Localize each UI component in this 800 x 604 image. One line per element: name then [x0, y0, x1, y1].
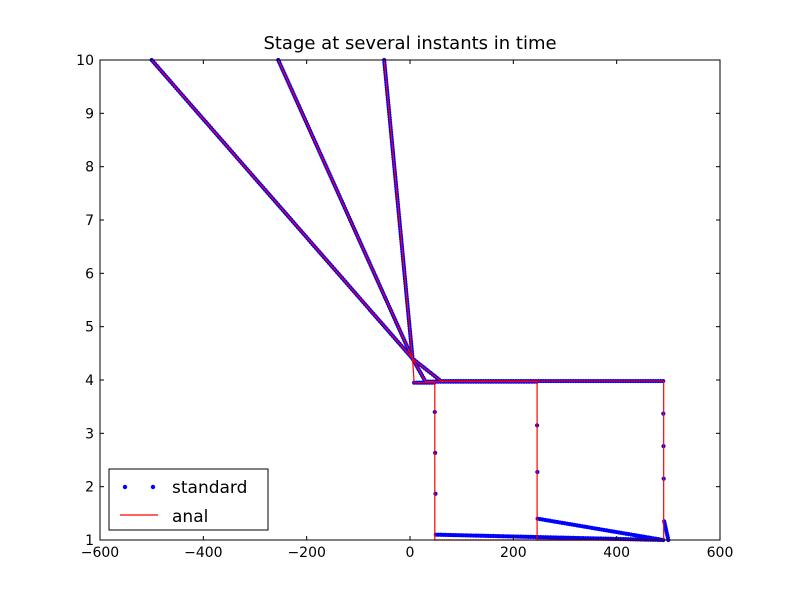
y-tick-label: 2	[85, 480, 94, 496]
series-anal-2	[277, 59, 664, 541]
x-tick-label: −200	[287, 545, 325, 561]
y-tick-label: 6	[85, 266, 94, 282]
chart-title: Stage at several instants in time	[263, 33, 556, 54]
y-tick-label: 5	[85, 320, 94, 336]
series-standard-2	[276, 57, 666, 543]
y-tick-label: 3	[85, 426, 94, 442]
y-tick-label: 8	[85, 160, 94, 176]
legend-marker-dot	[150, 484, 156, 490]
y-tick-label: 9	[85, 106, 94, 122]
x-tick-label: −400	[184, 545, 222, 561]
x-tick-label: 600	[707, 545, 734, 561]
axis-ticks: −600 −400 −200 0 200 400 600 1 2 3 4 5 6 7 8 9 10	[76, 53, 733, 561]
y-tick-label: 7	[85, 213, 94, 229]
legend-label-standard: standard	[172, 478, 247, 498]
x-tick-label: 400	[603, 545, 630, 561]
y-tick-label: 4	[85, 373, 94, 389]
legend-marker-dot	[122, 484, 128, 490]
x-tick-label: −600	[81, 545, 119, 561]
legend-label-anal: anal	[172, 507, 208, 527]
legend-box	[108, 468, 269, 531]
y-tick-label: 1	[85, 533, 94, 549]
x-tick-label: 200	[500, 545, 527, 561]
series-anal-1	[383, 59, 664, 541]
plot-area	[149, 57, 671, 543]
series-anal-3	[151, 59, 669, 541]
data-point	[433, 491, 438, 496]
axes-frame	[99, 59, 721, 541]
series-standard-1	[382, 57, 666, 543]
x-tick-label: 0	[406, 545, 415, 561]
y-tick-label: 10	[76, 53, 94, 69]
legend: standard anal	[108, 468, 269, 531]
